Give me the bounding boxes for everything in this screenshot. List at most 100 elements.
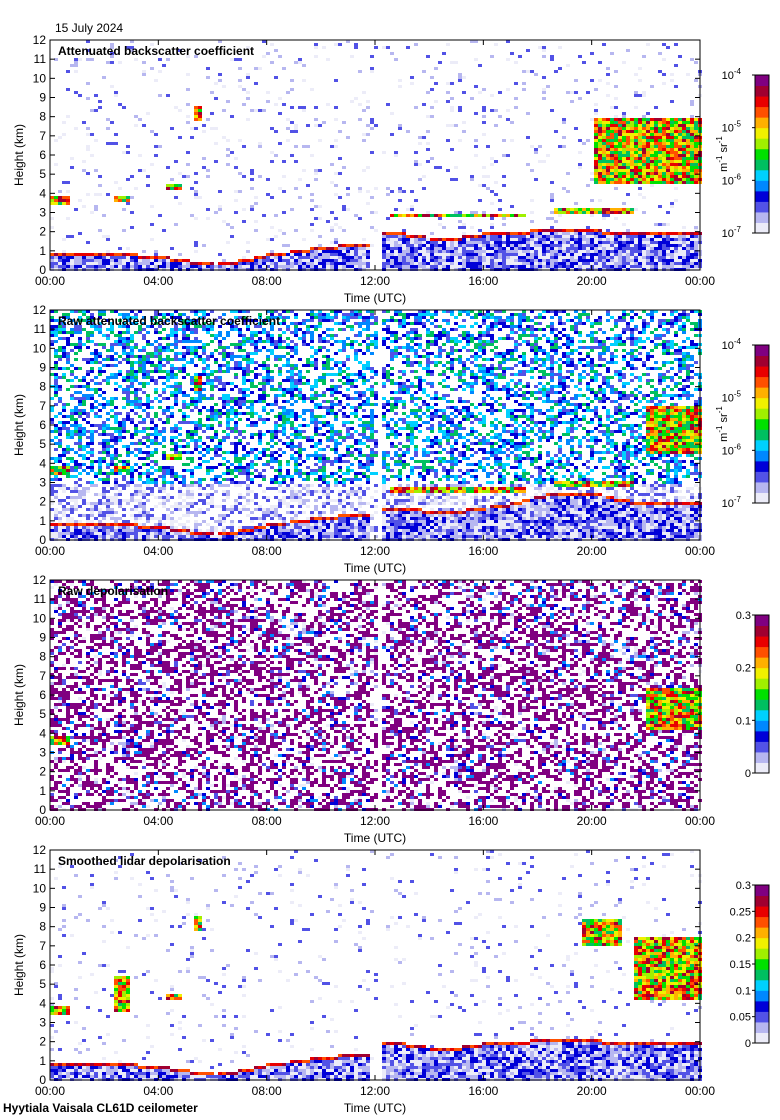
colorbar-segment — [755, 148, 769, 160]
x-tick-label: 00:00 — [685, 1084, 715, 1098]
colorbar-segment — [755, 190, 769, 202]
colorbar-segment — [755, 906, 769, 918]
colorbar-tick-label: 10-5 — [722, 390, 742, 405]
colorbar-segment — [755, 429, 769, 441]
colorbar-tick-label: 0.25 — [730, 906, 751, 918]
y-tick-label: 4 — [39, 726, 46, 740]
colorbar-segment — [755, 678, 769, 690]
colorbar-segment — [755, 492, 769, 504]
x-tick-label: 08:00 — [252, 814, 282, 828]
chart-title: Raw depolarisation — [58, 584, 168, 598]
x-axis-label: Time (UTC) — [344, 561, 406, 575]
chart-title: Smoothed lidar depolarisation — [58, 854, 231, 868]
y-tick-label: 11 — [34, 52, 47, 66]
x-tick-label: 00:00 — [35, 814, 65, 828]
colorbar-segment — [755, 1032, 769, 1044]
colorbar-segment — [755, 418, 769, 430]
chart-panel-1: Attenuated backscatter coefficient012345… — [12, 33, 770, 305]
colorbar-segment — [755, 127, 769, 139]
colorbar-segment — [755, 106, 769, 118]
y-tick-label: 6 — [39, 958, 46, 972]
y-tick-label: 0 — [39, 533, 46, 547]
x-tick-label: 12:00 — [360, 1084, 390, 1098]
colorbar-segment — [755, 397, 769, 409]
colorbar-tick-label: 10-6 — [722, 442, 742, 457]
colorbar-segment — [755, 201, 769, 213]
colorbar-segment — [755, 1021, 769, 1033]
instrument-label: Hyytiala Vaisala CL61D ceilometer — [3, 1101, 198, 1115]
x-tick-label: 00:00 — [35, 544, 65, 558]
colorbar-segment — [755, 657, 769, 669]
colorbar-tick-label: 0.2 — [736, 663, 751, 675]
colorbar-segment — [755, 969, 769, 981]
y-tick-label: 9 — [39, 91, 46, 105]
y-tick-label: 2 — [39, 765, 46, 779]
y-tick-label: 1 — [39, 244, 46, 258]
colorbar-segment — [755, 927, 769, 939]
y-tick-label: 6 — [39, 418, 46, 432]
colorbar-unit: m-1 sr-1 — [715, 406, 730, 442]
colorbar-segment — [755, 751, 769, 763]
y-tick-label: 3 — [39, 746, 46, 760]
y-tick-label: 11 — [34, 862, 47, 876]
y-tick-label: 8 — [39, 110, 46, 124]
colorbar-segment — [755, 481, 769, 493]
colorbar-tick-label: 10-7 — [722, 225, 742, 240]
colorbar-segment — [755, 450, 769, 462]
colorbar-segment — [755, 709, 769, 721]
colorbar-segment — [755, 408, 769, 420]
y-tick-label: 7 — [39, 399, 46, 413]
y-tick-label: 4 — [39, 996, 46, 1010]
y-tick-label: 11 — [34, 592, 47, 606]
y-tick-label: 10 — [33, 881, 47, 895]
colorbar-frame — [754, 614, 770, 774]
chart-panel-2: Raw attenuated backscatter coefficient 0 1… — [12, 303, 770, 575]
colorbar-tick-label: 0 — [745, 1038, 751, 1050]
chart-panel-4: Smoothed lidar depolarisation01234567891… — [12, 843, 770, 1115]
x-tick-label: 20:00 — [577, 1084, 607, 1098]
x-tick-label: 16:00 — [468, 1084, 498, 1098]
x-tick-label: 16:00 — [468, 274, 498, 288]
y-tick-label: 4 — [39, 456, 46, 470]
colorbar-segment — [755, 366, 769, 378]
colorbar-segment — [755, 625, 769, 637]
colorbar-tick-label: 10-7 — [722, 495, 742, 510]
x-tick-label: 08:00 — [252, 1084, 282, 1098]
colorbar-tick-label: 0 — [745, 768, 751, 780]
x-tick-label: 00:00 — [685, 274, 715, 288]
colorbar-tick-label: 0.05 — [730, 1012, 751, 1024]
x-tick-label: 00:00 — [685, 544, 715, 558]
colorbar-segment — [755, 646, 769, 658]
x-tick-label: 04:00 — [143, 1084, 173, 1098]
colorbar-tick-label: 10-5 — [722, 120, 742, 135]
colorbar-segment — [755, 1011, 769, 1023]
x-tick-label: 16:00 — [468, 544, 498, 558]
x-tick-label: 12:00 — [360, 814, 390, 828]
x-axis-label: Time (UTC) — [344, 291, 406, 305]
x-tick-label: 04:00 — [143, 544, 173, 558]
y-tick-label: 3 — [39, 476, 46, 490]
x-tick-label: 16:00 — [468, 814, 498, 828]
colorbar-segment — [755, 1000, 769, 1012]
y-tick-label: 7 — [39, 939, 46, 953]
y-tick-label: 8 — [39, 920, 46, 934]
x-tick-label: 00:00 — [35, 274, 65, 288]
colorbar-segment — [755, 211, 769, 223]
colorbar-tick-label: 10-4 — [722, 67, 742, 82]
x-tick-label: 12:00 — [360, 544, 390, 558]
colorbar-tick-label: 0.3 — [736, 880, 751, 892]
y-tick-label: 1 — [39, 1054, 46, 1068]
colorbar-tick-label: 10-6 — [722, 172, 742, 187]
heatmap-cells — [50, 850, 702, 1081]
colorbar-tick-label: 0.1 — [736, 715, 751, 727]
y-tick-label: 6 — [39, 688, 46, 702]
x-tick-label: 00:00 — [685, 814, 715, 828]
y-axis-label: Height (km) — [12, 664, 26, 726]
colorbar-segment — [755, 720, 769, 732]
y-tick-label: 6 — [39, 148, 46, 162]
y-tick-label: 5 — [39, 977, 46, 991]
colorbar-segment — [755, 937, 769, 949]
y-axis-label: Height (km) — [12, 394, 26, 456]
y-tick-label: 5 — [39, 167, 46, 181]
colorbar-segment — [755, 699, 769, 711]
